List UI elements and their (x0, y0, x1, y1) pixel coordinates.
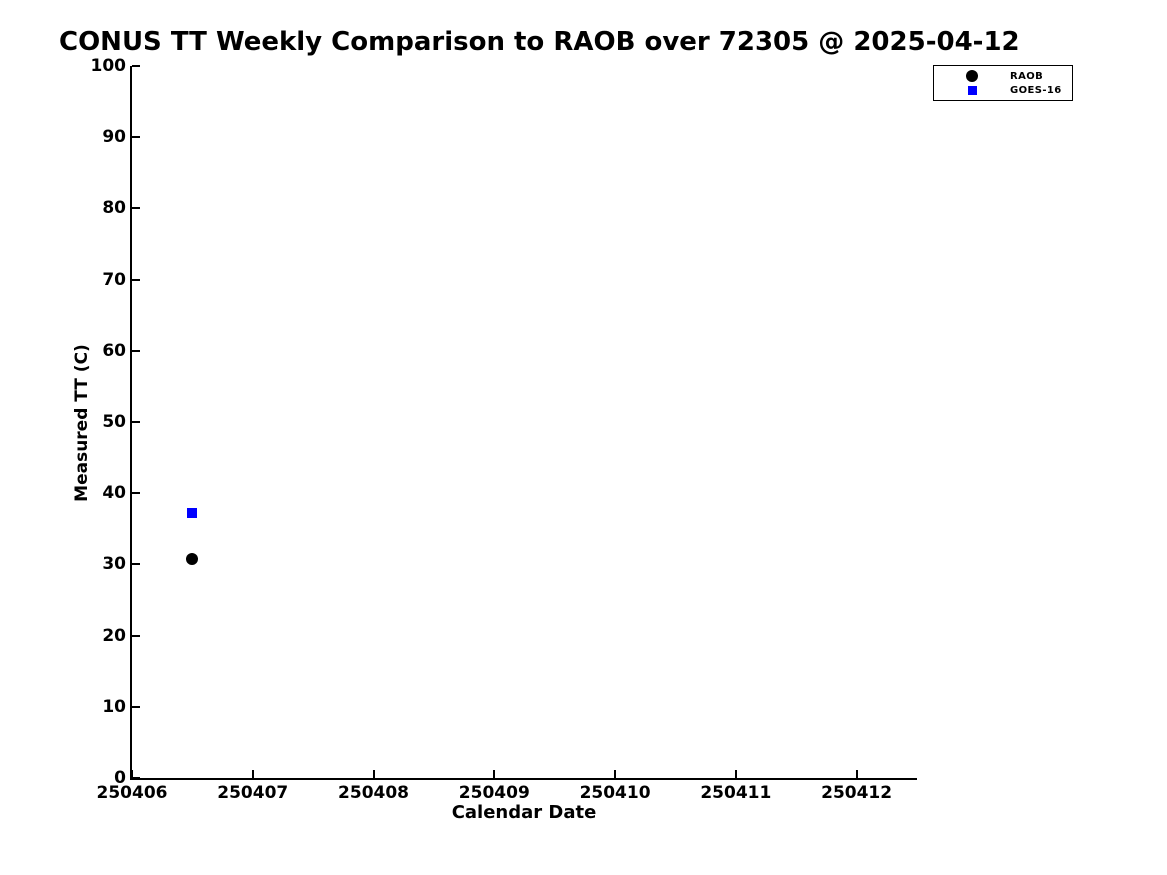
x-tick-mark (614, 770, 617, 778)
goes16-square-marker-icon (967, 85, 977, 95)
y-tick-label: 100 (90, 56, 127, 76)
x-tick-mark (855, 770, 858, 778)
y-tick-label: 80 (102, 198, 126, 219)
x-tick-label: 250411 (700, 783, 772, 803)
y-tick-label: 70 (102, 269, 126, 290)
y-tick-mark (132, 278, 140, 281)
y-tick-mark (132, 349, 140, 352)
raob-data-point (186, 552, 199, 565)
y-tick-label: 0 (114, 768, 126, 788)
y-axis-spine (130, 66, 132, 780)
x-tick-label: 250412 (821, 783, 893, 803)
y-tick-mark (132, 777, 140, 779)
y-tick-label: 50 (102, 412, 126, 432)
x-tick-label: 250406 (96, 783, 168, 803)
y-tick-mark (132, 492, 140, 495)
x-tick-label: 250408 (338, 783, 410, 803)
y-tick-mark (132, 705, 140, 708)
legend: RAOB GOES-16 (933, 65, 1073, 101)
legend-marker-cell (934, 70, 1010, 82)
y-tick-label: 30 (102, 554, 126, 575)
legend-item-goes16: GOES-16 (934, 83, 1072, 97)
legend-label-raob: RAOB (1010, 70, 1044, 82)
x-tick-mark (734, 770, 737, 778)
y-tick-mark (132, 634, 140, 637)
x-axis-label: Calendar Date (451, 802, 597, 823)
x-tick-mark (372, 770, 375, 778)
y-tick-label: 40 (102, 483, 126, 504)
legend-item-raob: RAOB (934, 69, 1072, 83)
x-tick-mark (251, 770, 254, 778)
legend-marker-cell (934, 85, 1010, 95)
x-tick-label: 250407 (217, 783, 289, 803)
x-tick-mark (493, 770, 496, 778)
y-tick-mark (132, 563, 140, 566)
x-tick-label: 250409 (458, 783, 530, 803)
y-tick-label: 60 (102, 340, 126, 361)
y-tick-label: 10 (102, 696, 126, 717)
y-tick-mark (132, 136, 140, 139)
y-tick-mark (132, 207, 140, 210)
legend-label-goes16: GOES-16 (1010, 84, 1062, 96)
chart-title: CONUS TT Weekly Comparison to RAOB over … (59, 27, 1020, 57)
goes-16-data-point (187, 508, 198, 519)
y-tick-mark (132, 65, 140, 67)
y-tick-mark (132, 421, 140, 423)
y-tick-label: 90 (102, 127, 126, 148)
x-axis-spine (130, 778, 917, 780)
x-tick-mark (131, 770, 133, 778)
y-tick-label: 20 (102, 625, 126, 646)
raob-circle-marker-icon (966, 70, 978, 82)
x-tick-label: 250410 (579, 783, 651, 803)
plot-area: 0 10 20 30 40 50 60 70 80 90 100 250406 250407 250408… (91, 56, 917, 803)
